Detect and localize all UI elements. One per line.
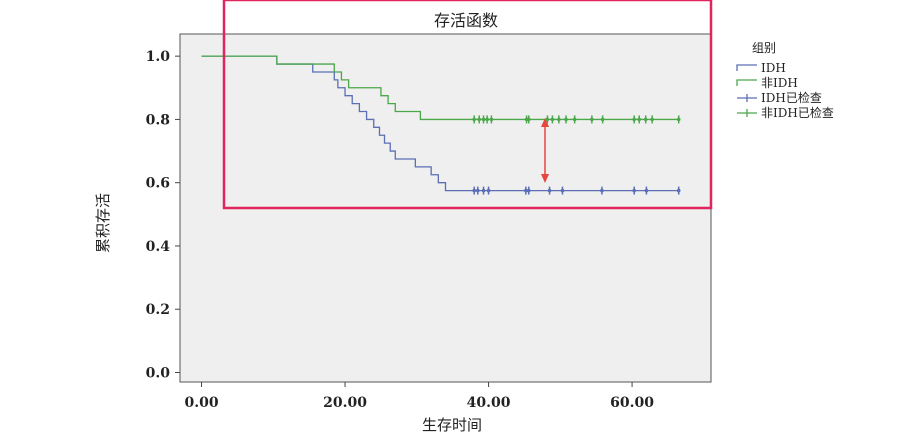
censor-point bbox=[481, 117, 486, 122]
censor-point bbox=[600, 117, 605, 122]
censor-point bbox=[632, 117, 637, 122]
censor-point bbox=[564, 117, 568, 122]
censor-point bbox=[481, 188, 486, 193]
y-tick-label: 0.2 bbox=[146, 302, 170, 318]
legend-label: IDH已检查 bbox=[761, 90, 822, 105]
highlight-box bbox=[222, 0, 713, 210]
censor-point bbox=[560, 188, 565, 193]
x-tick-label: 20.00 bbox=[323, 395, 367, 411]
censor-point bbox=[637, 117, 642, 122]
censor-point bbox=[477, 117, 482, 122]
censor-point bbox=[572, 117, 577, 122]
x-axis: 0.00 20.00 40.00 60.00 bbox=[184, 382, 654, 411]
x-tick-label: 40.00 bbox=[467, 395, 511, 411]
censor-point bbox=[650, 117, 654, 122]
censor-point bbox=[676, 188, 681, 193]
x-tick-label: 60.00 bbox=[610, 395, 654, 411]
censor-point bbox=[600, 188, 604, 193]
censor-point bbox=[550, 117, 555, 122]
censor-point bbox=[632, 188, 637, 193]
difference-arrow-head-up bbox=[541, 118, 549, 127]
censor-point bbox=[547, 188, 552, 193]
censor-point bbox=[485, 117, 489, 122]
legend-swatch bbox=[736, 79, 757, 86]
censor-point bbox=[526, 117, 531, 122]
y-tick-label: 0.8 bbox=[146, 112, 170, 128]
censor-point bbox=[472, 117, 477, 122]
censor-point bbox=[486, 188, 491, 193]
censor-point bbox=[489, 117, 494, 122]
difference-arrow-head-down bbox=[541, 174, 549, 183]
y-axis: 0.0 0.2 0.4 0.6 0.8 1.0 bbox=[146, 49, 180, 382]
series-line-1 bbox=[201, 55, 679, 121]
difference-arrow bbox=[541, 118, 549, 183]
series-line-0 bbox=[201, 55, 679, 192]
legend-swatch bbox=[736, 64, 757, 71]
y-axis-title: 累积存活 bbox=[94, 193, 112, 253]
y-tick-label: 0.0 bbox=[146, 366, 171, 382]
legend-label: IDH bbox=[761, 61, 786, 75]
x-axis-title: 生存时间 bbox=[422, 416, 482, 434]
y-tick-label: 0.4 bbox=[146, 239, 171, 255]
censor-point bbox=[472, 188, 477, 193]
chart-title: 存活函数 bbox=[434, 11, 498, 30]
y-tick-label: 1.0 bbox=[146, 49, 171, 65]
series-layer bbox=[201, 55, 681, 195]
legend-label: 非IDH bbox=[761, 76, 798, 90]
censor-point bbox=[557, 117, 561, 122]
censor-point bbox=[590, 117, 594, 122]
legend-label: 非IDH已检查 bbox=[761, 105, 834, 120]
censor-point bbox=[526, 188, 531, 193]
legend-title: 组别 bbox=[752, 41, 776, 55]
censor-point bbox=[475, 188, 480, 193]
censor-point bbox=[643, 117, 648, 122]
censor-point bbox=[676, 117, 681, 122]
censor-point bbox=[524, 188, 528, 193]
y-tick-label: 0.6 bbox=[146, 176, 170, 192]
censor-point bbox=[644, 188, 649, 193]
x-tick-label: 0.00 bbox=[184, 395, 218, 411]
censor-point bbox=[545, 117, 550, 122]
